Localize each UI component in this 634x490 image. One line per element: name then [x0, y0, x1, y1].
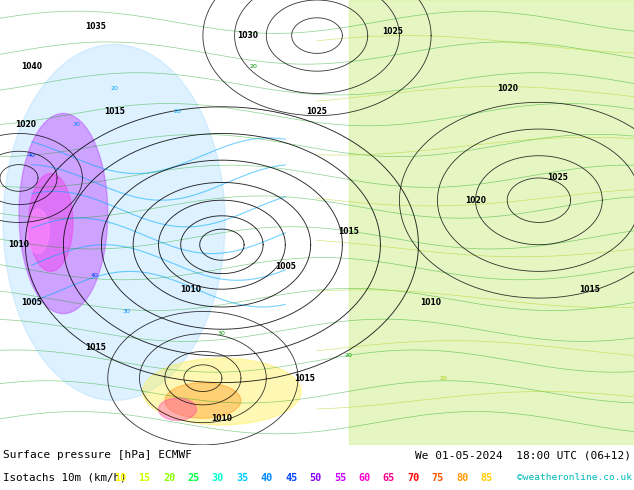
Text: 1010: 1010 [420, 298, 442, 307]
Ellipse shape [29, 173, 73, 271]
Text: 1010: 1010 [179, 285, 201, 294]
Text: 1025: 1025 [307, 107, 327, 116]
Text: 30: 30 [72, 122, 80, 127]
Text: 10: 10 [114, 473, 126, 483]
Text: 1015: 1015 [104, 107, 124, 116]
Text: 45: 45 [285, 473, 297, 483]
Text: ©weatheronline.co.uk: ©weatheronline.co.uk [517, 473, 632, 482]
Text: 1015: 1015 [579, 285, 600, 294]
Text: 1010: 1010 [211, 414, 233, 423]
Text: 25: 25 [188, 473, 200, 483]
FancyBboxPatch shape [349, 0, 634, 445]
Text: 50: 50 [309, 473, 322, 483]
Text: 1030: 1030 [236, 31, 258, 40]
Text: 20: 20 [174, 109, 181, 114]
Ellipse shape [165, 383, 241, 418]
Text: 1005: 1005 [22, 298, 42, 307]
Text: 1025: 1025 [548, 173, 568, 182]
Text: 1020: 1020 [496, 84, 518, 94]
Text: 20: 20 [440, 376, 448, 381]
Text: 80: 80 [456, 473, 469, 483]
Text: 55: 55 [334, 473, 346, 483]
Text: 1025: 1025 [383, 26, 403, 36]
Text: 75: 75 [432, 473, 444, 483]
Text: 1015: 1015 [85, 343, 105, 351]
Text: 70: 70 [407, 473, 420, 483]
Text: 30: 30 [123, 309, 131, 314]
Text: 1040: 1040 [21, 62, 42, 71]
Text: 30: 30 [212, 473, 224, 483]
Text: 1020: 1020 [465, 196, 486, 205]
Text: 20: 20 [110, 86, 118, 92]
Text: 1005: 1005 [275, 263, 295, 271]
Text: 20: 20 [163, 473, 175, 483]
Text: 1015: 1015 [294, 374, 314, 383]
Text: 40: 40 [261, 473, 273, 483]
Ellipse shape [158, 398, 197, 420]
Text: 60: 60 [358, 473, 371, 483]
Text: 85: 85 [481, 473, 493, 483]
Text: 1010: 1010 [8, 240, 30, 249]
Text: 30: 30 [218, 331, 226, 336]
Text: 40: 40 [28, 153, 36, 158]
Text: 1035: 1035 [85, 22, 105, 31]
Text: 40: 40 [91, 273, 99, 278]
Ellipse shape [19, 114, 108, 314]
Text: We 01-05-2024  18:00 UTC (06+12): We 01-05-2024 18:00 UTC (06+12) [415, 450, 631, 460]
Text: 65: 65 [383, 473, 395, 483]
Text: Surface pressure [hPa] ECMWF: Surface pressure [hPa] ECMWF [3, 450, 191, 460]
Text: 15: 15 [139, 473, 151, 483]
Ellipse shape [3, 45, 225, 400]
Text: 20: 20 [345, 353, 353, 359]
Text: Isotachs 10m (km/h): Isotachs 10m (km/h) [3, 473, 126, 483]
Text: 1020: 1020 [15, 120, 36, 129]
Ellipse shape [143, 358, 301, 425]
Text: 20: 20 [250, 64, 257, 69]
Text: 1015: 1015 [339, 227, 359, 236]
Text: 90: 90 [505, 473, 517, 483]
Ellipse shape [27, 209, 49, 254]
Text: 35: 35 [236, 473, 249, 483]
